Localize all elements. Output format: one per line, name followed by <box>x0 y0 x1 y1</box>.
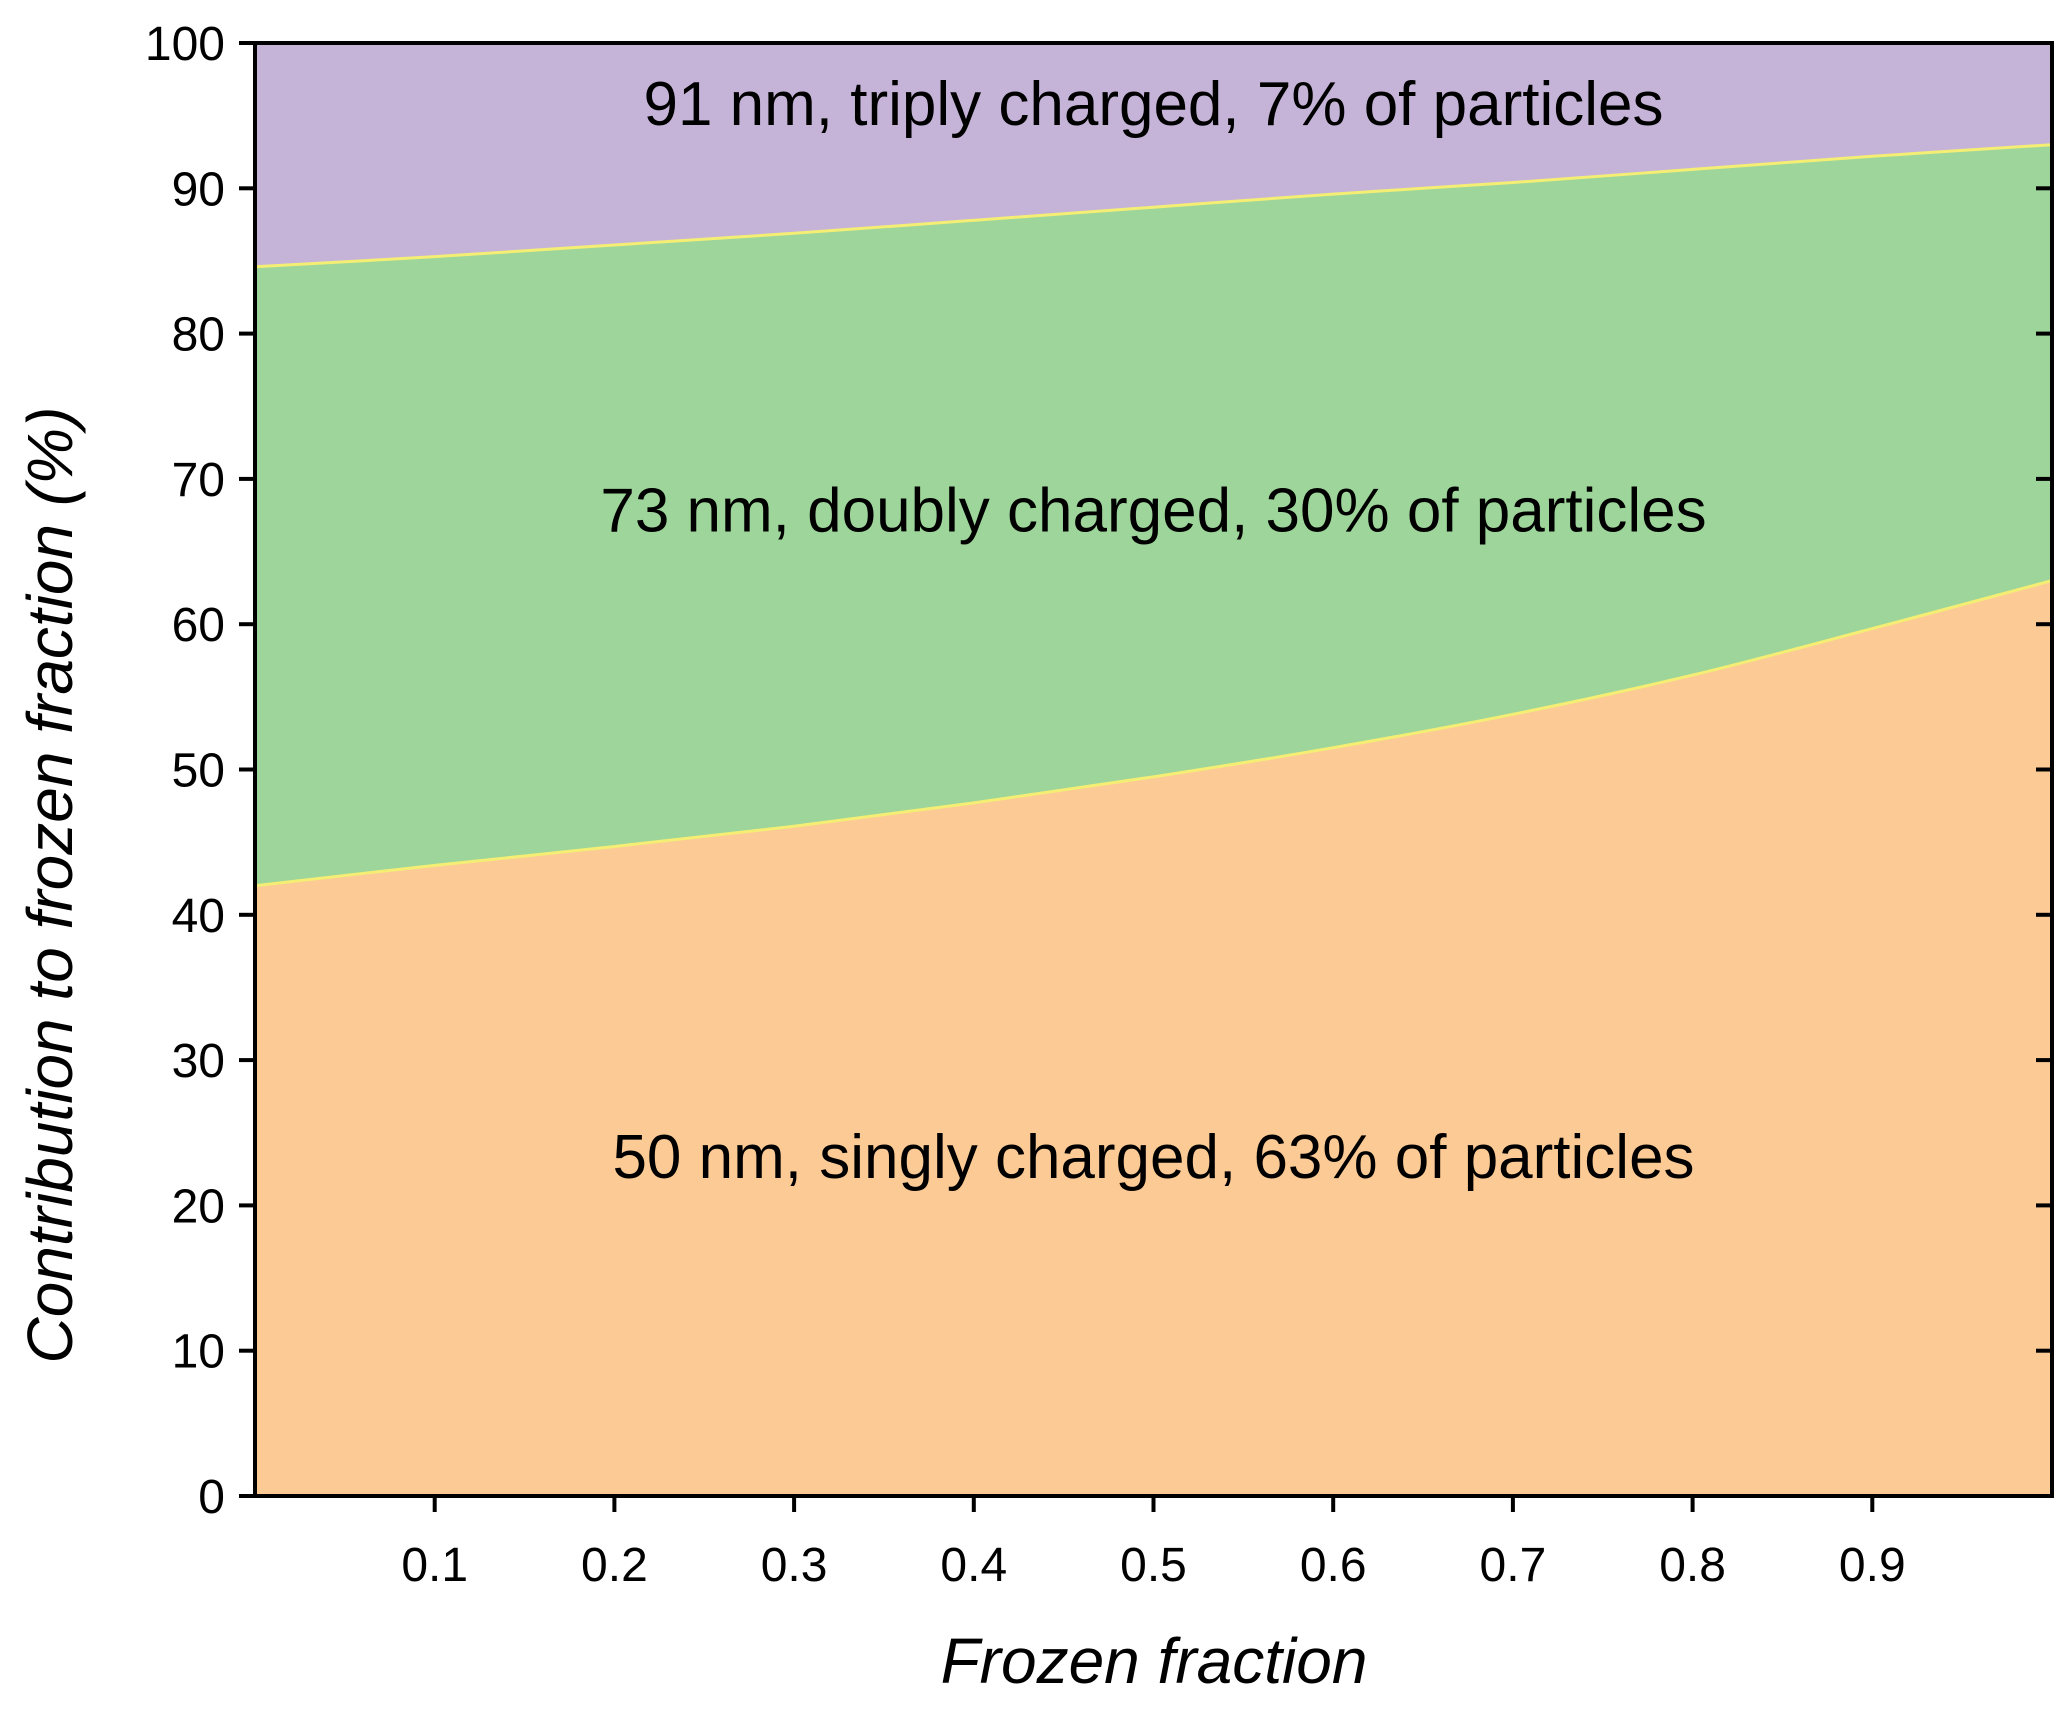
x-tick-label: 0.8 <box>1659 1539 1726 1592</box>
boundary-line-doubly-triply <box>254 143 2053 269</box>
y-tick-label: 80 <box>172 309 225 362</box>
x-axis-title: Frozen fraction <box>941 1625 1368 1697</box>
boundary-line-singly-doubly <box>254 579 2053 888</box>
y-tick-label: 0 <box>198 1471 225 1524</box>
x-tick-label: 0.3 <box>761 1539 828 1592</box>
y-tick-label: 60 <box>172 599 225 652</box>
x-tick-label: 0.7 <box>1480 1539 1547 1592</box>
boundaries-layer <box>254 143 2053 888</box>
y-tick-label: 90 <box>172 163 225 216</box>
x-tick-label: 0.2 <box>581 1539 648 1592</box>
x-tick-label: 0.1 <box>401 1539 468 1592</box>
x-tick-label: 0.6 <box>1300 1539 1367 1592</box>
y-tick-label: 50 <box>172 745 225 798</box>
y-tick-label: 100 <box>145 18 225 71</box>
labels-layer: 91 nm, triply charged, 7% of particles 73… <box>600 70 1706 1192</box>
label-doubly-charged: 73 nm, doubly charged, 30% of particles <box>600 477 1706 546</box>
y-tick-label: 70 <box>172 454 225 507</box>
area-triply-charged <box>255 43 2052 267</box>
x-tick-label: 0.5 <box>1120 1539 1187 1592</box>
y-tick-label: 20 <box>172 1180 225 1233</box>
label-singly-charged: 50 nm, singly charged, 63% of particles <box>612 1123 1694 1192</box>
y-tick-label: 10 <box>172 1326 225 1379</box>
x-tick-label: 0.9 <box>1839 1539 1906 1592</box>
y-tick-label: 30 <box>172 1035 225 1088</box>
axes-layer: 0 10 20 30 40 50 60 70 80 90 100 0.1 0.2 0.3 0.4 0.5 0.6… <box>145 18 2054 1592</box>
y-tick-label: 40 <box>172 890 225 943</box>
area-doubly-charged <box>255 144 2052 886</box>
areas-layer <box>255 43 2052 1496</box>
x-tick-label: 0.4 <box>940 1539 1007 1592</box>
y-axis-title: Contribution to frozen fraction (%) <box>14 407 86 1364</box>
area-singly-charged <box>255 580 2052 1496</box>
label-triply-charged: 91 nm, triply charged, 7% of particles <box>643 70 1663 139</box>
